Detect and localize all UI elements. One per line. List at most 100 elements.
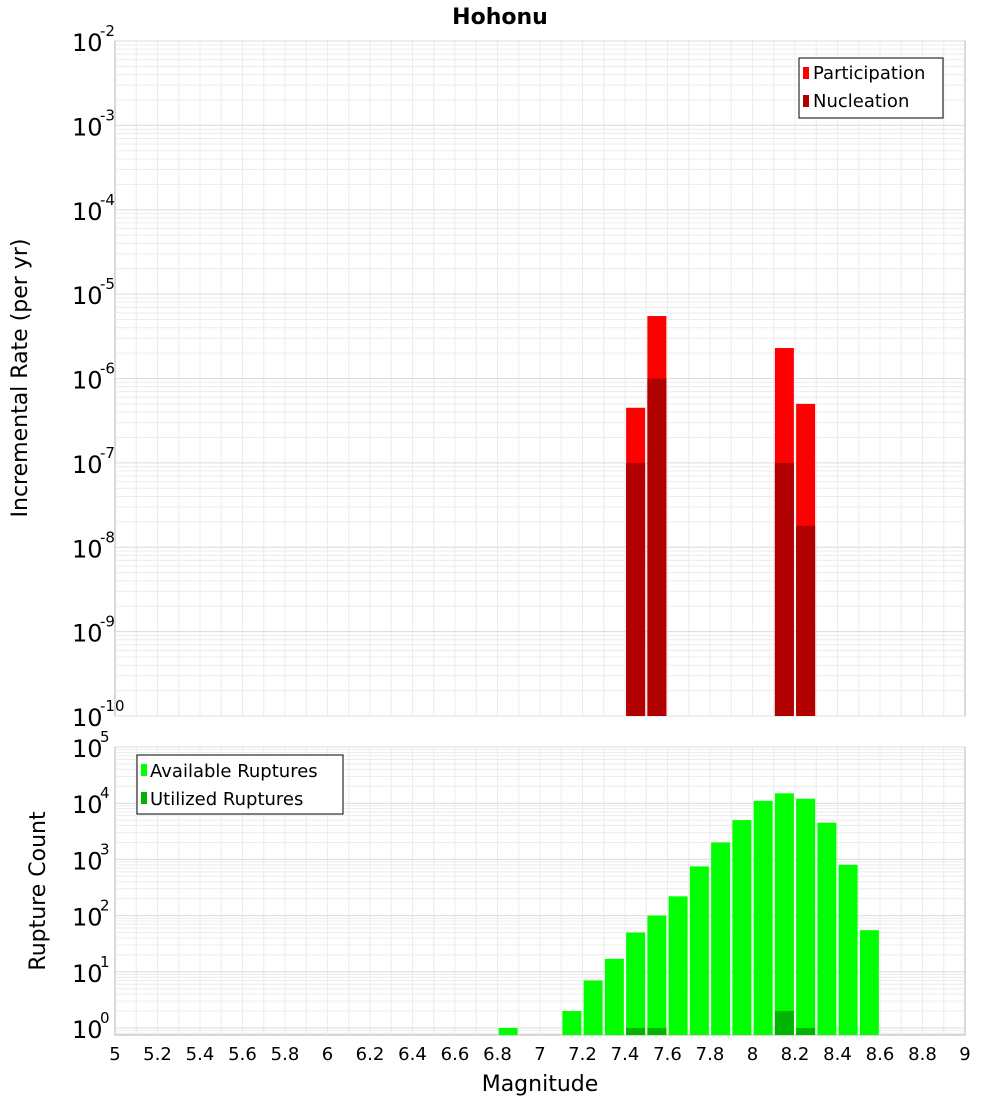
utilized-legend-label: Utilized Ruptures xyxy=(150,789,303,810)
participation-legend-swatch xyxy=(803,67,809,79)
count-bars xyxy=(498,793,879,1035)
utilized-legend-swatch xyxy=(141,792,147,804)
rate-legend: Participation Nucleation xyxy=(798,57,944,119)
count-y-tick-base: 10 xyxy=(72,847,103,875)
rate-y-tick-exponent: -6 xyxy=(100,360,115,378)
rate-y-tick-base: 10 xyxy=(72,535,103,563)
count-legend: Available Ruptures Utilized Ruptures xyxy=(136,754,344,815)
rate-y-tick-exponent: -3 xyxy=(100,106,115,124)
rate-y-tick-base: 10 xyxy=(72,367,103,395)
rate-y-tick-base: 10 xyxy=(72,620,103,648)
count-bar-available-ruptures xyxy=(647,915,667,1035)
participation-legend-label: Participation xyxy=(813,63,925,84)
x-tick-label: 6 xyxy=(322,1044,333,1065)
count-bar-available-ruptures xyxy=(583,980,603,1035)
count-y-tick-base: 10 xyxy=(72,960,103,988)
rate-y-tick-base: 10 xyxy=(72,113,103,141)
x-tick-label: 8.2 xyxy=(781,1044,810,1065)
rate-legend-box xyxy=(798,57,944,119)
rate-bar-nucleation xyxy=(647,378,667,716)
count-y-tick-exponent: 4 xyxy=(100,784,110,802)
rate-bar-nucleation xyxy=(626,462,646,716)
x-tick-label: 6.6 xyxy=(441,1044,470,1065)
x-tick-label: 8.8 xyxy=(908,1044,937,1065)
available-legend-label: Available Ruptures xyxy=(150,761,318,782)
rate-y-tick-exponent: -2 xyxy=(100,22,115,40)
count-bar-available-ruptures xyxy=(498,1027,518,1035)
rate-y-tick-base: 10 xyxy=(72,29,103,57)
count-legend-box xyxy=(136,754,344,815)
count-bar-available-ruptures xyxy=(689,866,709,1035)
x-tick-label: 8.6 xyxy=(866,1044,895,1065)
rate-y-tick-exponent: -4 xyxy=(100,191,115,209)
count-bar-utilized-ruptures xyxy=(647,1027,667,1035)
x-tick-label: 5.8 xyxy=(271,1044,300,1065)
nucleation-legend-label: Nucleation xyxy=(813,91,909,112)
count-y-tick-base: 10 xyxy=(72,791,103,819)
rate-bar-nucleation xyxy=(796,525,816,716)
rate-y-axis-label: Incremental Rate (per yr) xyxy=(8,239,33,518)
x-tick-label: 7.8 xyxy=(696,1044,725,1065)
rate-y-tick-exponent: -7 xyxy=(100,444,115,462)
count-y-tick-exponent: 0 xyxy=(100,1009,110,1027)
x-tick-label: 5.2 xyxy=(143,1044,172,1065)
count-bar-available-ruptures xyxy=(626,932,646,1035)
count-bar-available-ruptures xyxy=(562,1011,582,1035)
count-bar-available-ruptures xyxy=(838,864,858,1035)
count-y-axis-label: Rupture Count xyxy=(26,811,51,971)
count-y-tick-base: 10 xyxy=(72,1016,103,1044)
x-tick-label: 5 xyxy=(109,1044,120,1065)
x-tick-label: 6.8 xyxy=(483,1044,512,1065)
rate-bar-nucleation xyxy=(774,462,794,716)
x-tick-labels: 5 5.2 5.4 5.6 5.8 6 6.2 6.4 6.6 6.8 7 7.2 7.4 7.6 7.8 8… xyxy=(109,1044,970,1065)
rate-y-tick-base: 10 xyxy=(72,704,103,732)
count-bar-available-ruptures xyxy=(668,896,688,1035)
count-y-tick-exponent: 1 xyxy=(100,953,110,971)
rate-y-tick-base: 10 xyxy=(72,451,103,479)
count-bar-available-ruptures xyxy=(753,800,773,1035)
count-bar-available-ruptures xyxy=(604,958,624,1035)
x-tick-label: 9 xyxy=(959,1044,970,1065)
rate-y-tick-exponent: -10 xyxy=(100,697,125,715)
x-axis-label: Magnitude xyxy=(482,1072,599,1097)
count-bar-utilized-ruptures xyxy=(774,1011,794,1035)
nucleation-legend-swatch xyxy=(803,95,809,107)
count-bar-utilized-ruptures xyxy=(796,1027,816,1035)
x-tick-label: 7.4 xyxy=(611,1044,640,1065)
count-bar-available-ruptures xyxy=(774,793,794,1035)
count-y-tick-exponent: 2 xyxy=(100,897,110,915)
x-tick-label: 7.6 xyxy=(653,1044,682,1065)
rate-grid xyxy=(115,40,965,717)
rate-y-tick-exponent: -8 xyxy=(100,528,115,546)
rate-y-tick-base: 10 xyxy=(72,198,103,226)
x-tick-label: 6.2 xyxy=(356,1044,385,1065)
rate-bars xyxy=(626,316,816,716)
x-tick-label: 6.4 xyxy=(398,1044,427,1065)
x-tick-label: 5.4 xyxy=(186,1044,215,1065)
rate-y-tick-exponent: -9 xyxy=(100,613,115,631)
available-legend-swatch xyxy=(141,764,147,776)
x-tick-label: 8 xyxy=(747,1044,758,1065)
count-bar-available-ruptures xyxy=(732,820,752,1035)
rate-y-tick-exponent: -5 xyxy=(100,275,115,293)
count-bar-utilized-ruptures xyxy=(626,1027,646,1035)
count-y-tick-base: 10 xyxy=(72,904,103,932)
count-bar-available-ruptures xyxy=(859,930,879,1035)
x-tick-label: 8.4 xyxy=(823,1044,852,1065)
x-tick-label: 7.2 xyxy=(568,1044,597,1065)
x-tick-label: 7 xyxy=(534,1044,545,1065)
x-tick-label: 5.6 xyxy=(228,1044,257,1065)
count-y-tick-base: 10 xyxy=(72,735,103,763)
count-bar-available-ruptures xyxy=(817,822,837,1035)
count-y-tick-exponent: 5 xyxy=(100,728,110,746)
rate-y-tick-base: 10 xyxy=(72,282,103,310)
count-bar-available-ruptures xyxy=(796,798,816,1035)
chart-title: Hohonu xyxy=(452,5,548,30)
count-bar-available-ruptures xyxy=(711,842,731,1035)
count-y-tick-exponent: 3 xyxy=(100,840,110,858)
